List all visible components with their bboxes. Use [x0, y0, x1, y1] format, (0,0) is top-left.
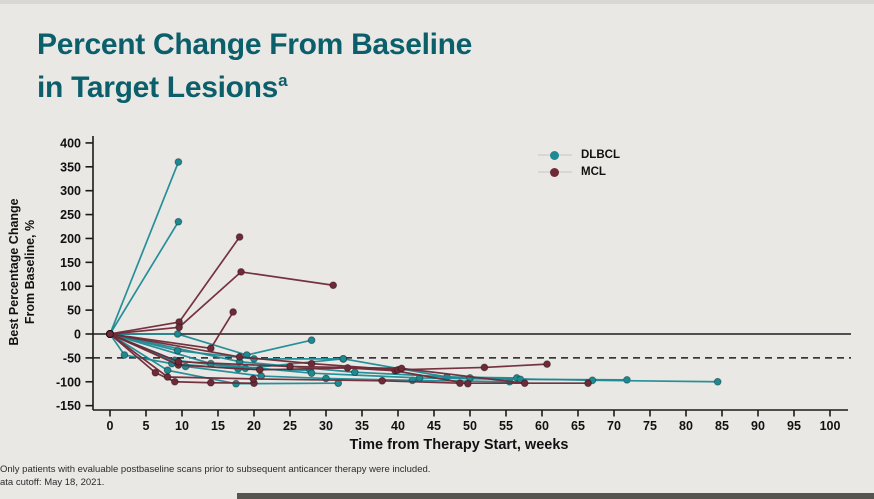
- page-title: Percent Change From Baseline in Target L…: [37, 24, 472, 109]
- x-axis-title: Time from Therapy Start, weeks: [349, 437, 569, 453]
- svg-text:0: 0: [107, 419, 114, 433]
- footnotes: Only patients with evaluable postbaselin…: [0, 464, 430, 490]
- svg-text:80: 80: [679, 419, 693, 433]
- top-edge-shadow: [0, 0, 874, 4]
- svg-text:65: 65: [571, 419, 585, 433]
- svg-text:250: 250: [60, 208, 81, 222]
- svg-text:100: 100: [60, 280, 81, 294]
- svg-text:10: 10: [175, 419, 189, 433]
- legend-label-dlbcl: DLBCL: [581, 148, 620, 161]
- dlbcl-series-marker-icon: [538, 150, 572, 160]
- svg-text:-150: -150: [56, 399, 81, 413]
- svg-text:200: 200: [60, 232, 81, 246]
- svg-text:90: 90: [751, 419, 765, 433]
- title-line1: Percent Change From Baseline: [37, 28, 473, 61]
- title-line2: in Target Lesions: [37, 70, 279, 104]
- svg-text:50: 50: [67, 304, 81, 318]
- svg-text:75: 75: [643, 419, 657, 433]
- chart-legend: DLBCL MCL: [538, 146, 620, 180]
- svg-text:-100: -100: [56, 375, 81, 389]
- svg-text:35: 35: [355, 419, 369, 433]
- svg-text:5: 5: [143, 419, 150, 433]
- svg-text:300: 300: [60, 184, 81, 198]
- svg-text:50: 50: [463, 419, 477, 433]
- footnote-inclusion: Only patients with evaluable postbaselin…: [0, 464, 431, 475]
- footnote-data-cutoff: ata cutoff: May 18, 2021.: [0, 476, 105, 488]
- title-footnote-marker: a: [278, 70, 288, 90]
- svg-text:55: 55: [499, 419, 513, 433]
- legend-row-dlbcl: DLBCL: [538, 146, 620, 163]
- svg-text:0: 0: [74, 328, 81, 342]
- svg-text:60: 60: [535, 419, 549, 433]
- svg-text:20: 20: [247, 419, 261, 433]
- svg-text:95: 95: [787, 419, 801, 433]
- svg-text:350: 350: [60, 160, 81, 174]
- mcl-series-marker-icon: [538, 167, 572, 177]
- legend-label-mcl: MCL: [581, 165, 606, 178]
- svg-text:400: 400: [60, 136, 81, 150]
- svg-text:100: 100: [820, 419, 841, 433]
- svg-text:40: 40: [391, 419, 405, 433]
- y-axis-title-line1: Best Percentage Change: [6, 198, 21, 346]
- svg-text:30: 30: [319, 419, 333, 433]
- svg-text:85: 85: [715, 419, 729, 433]
- svg-text:70: 70: [607, 419, 621, 433]
- svg-text:45: 45: [427, 419, 441, 433]
- svg-text:15: 15: [211, 419, 225, 433]
- svg-text:25: 25: [283, 419, 297, 433]
- legend-row-mcl: MCL: [538, 163, 620, 180]
- bottom-video-bar: [237, 493, 874, 499]
- y-axis-title: Best Percentage Change From Baseline, %: [6, 198, 39, 345]
- svg-text:-50: -50: [63, 351, 81, 365]
- y-axis-title-line2: From Baseline, %: [23, 219, 37, 325]
- svg-text:150: 150: [60, 256, 81, 270]
